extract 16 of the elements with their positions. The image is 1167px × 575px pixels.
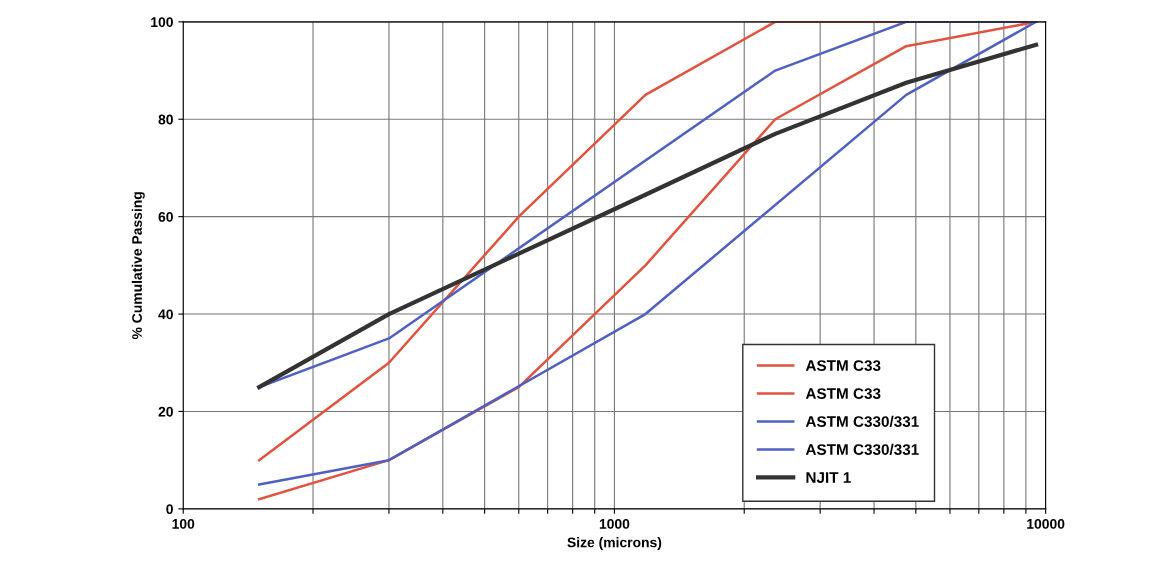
y-tick-label: 0 bbox=[166, 504, 173, 515]
y-tick-label: 20 bbox=[158, 406, 173, 417]
legend-label: NJIT 1 bbox=[806, 472, 851, 483]
y-axis-title: % Cumulative Passing bbox=[131, 192, 145, 340]
x-tick-label: 100 bbox=[172, 518, 195, 529]
y-tick-label: 100 bbox=[151, 17, 173, 28]
y-tick-label: 80 bbox=[158, 114, 173, 125]
legend-label: ASTM C33 bbox=[805, 388, 881, 399]
legend-label: ASTM C330/331 bbox=[805, 415, 919, 428]
legend-label: ASTM C33 bbox=[805, 360, 881, 371]
legend-label: ASTM C330/331 bbox=[805, 443, 919, 456]
x-tick-label: 1000 bbox=[599, 518, 630, 529]
x-tick-label: 10000 bbox=[1027, 518, 1065, 529]
x-axis-title: Size (microns) bbox=[567, 537, 662, 551]
y-tick-label: 60 bbox=[158, 211, 173, 222]
y-tick-label: 40 bbox=[158, 309, 173, 320]
